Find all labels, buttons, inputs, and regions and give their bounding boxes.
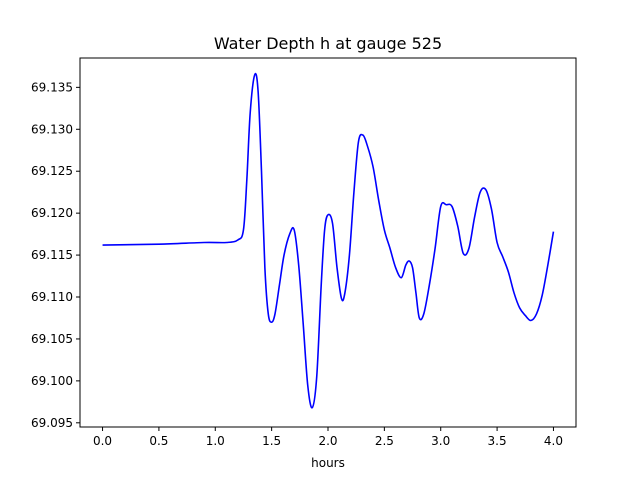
series-layer — [102, 72, 555, 409]
chart-title: Water Depth h at gauge 525 — [214, 34, 442, 53]
y-axis-ticks: 69.095 69.100 69.105 69.110 69.115 69.120 69.1… — [31, 80, 80, 430]
plot-area — [80, 58, 576, 427]
y-tick-label: 69.095 — [31, 416, 73, 430]
y-tick-label: 69.115 — [31, 248, 73, 262]
x-axis-label: hours — [311, 456, 345, 470]
x-tick-label: 3.5 — [488, 434, 507, 448]
x-tick-label: 0.5 — [149, 434, 168, 448]
x-axis-ticks: 0.0 0.5 1.0 1.5 2.0 2.5 3.0 3.5 4.0 — [93, 427, 563, 448]
y-tick-label: 69.105 — [31, 332, 73, 346]
x-tick-label: 2.5 — [375, 434, 394, 448]
series-line-0 — [102, 72, 555, 409]
y-tick-label: 69.120 — [31, 206, 73, 220]
y-tick-label: 69.135 — [31, 80, 73, 94]
x-tick-label: 0.0 — [93, 434, 112, 448]
y-tick-label: 69.100 — [31, 374, 73, 388]
x-tick-label: 3.0 — [431, 434, 450, 448]
x-tick-label: 1.5 — [262, 434, 281, 448]
x-tick-label: 2.0 — [318, 434, 337, 448]
y-tick-label: 69.110 — [31, 290, 73, 304]
y-tick-label: 69.125 — [31, 164, 73, 178]
x-tick-label: 1.0 — [206, 434, 225, 448]
x-tick-label: 4.0 — [544, 434, 563, 448]
y-tick-label: 69.130 — [31, 122, 73, 136]
plot-frame — [79, 57, 577, 428]
